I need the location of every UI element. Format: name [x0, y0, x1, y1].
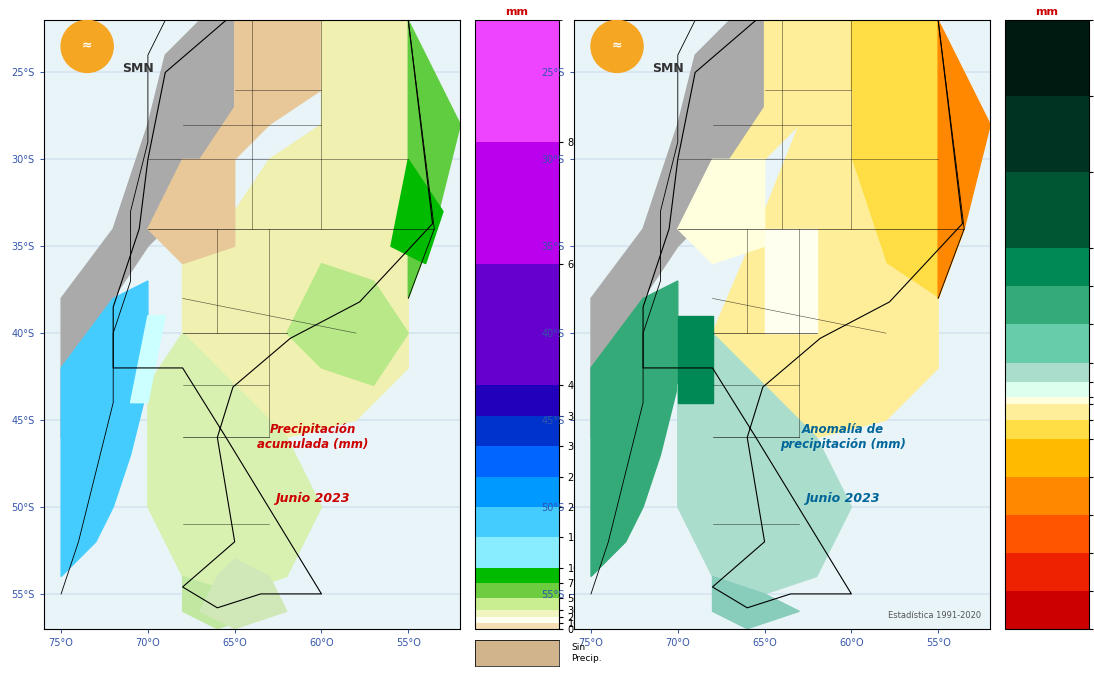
- Polygon shape: [183, 577, 269, 629]
- Polygon shape: [591, 20, 765, 437]
- Circle shape: [61, 20, 113, 72]
- Text: Sin
Precip.: Sin Precip.: [571, 644, 602, 662]
- Circle shape: [591, 20, 643, 72]
- Polygon shape: [408, 20, 461, 298]
- Text: ≈: ≈: [82, 40, 92, 53]
- Polygon shape: [678, 333, 851, 594]
- Text: SMN: SMN: [121, 62, 153, 76]
- Polygon shape: [148, 160, 235, 264]
- Polygon shape: [200, 20, 322, 160]
- Polygon shape: [61, 20, 235, 437]
- Polygon shape: [712, 577, 800, 629]
- Polygon shape: [322, 20, 434, 298]
- Text: ≈: ≈: [612, 40, 622, 53]
- Polygon shape: [200, 559, 287, 629]
- Polygon shape: [730, 20, 851, 160]
- Polygon shape: [183, 124, 408, 437]
- Polygon shape: [678, 160, 765, 264]
- Polygon shape: [287, 264, 408, 385]
- Polygon shape: [130, 316, 165, 403]
- Polygon shape: [148, 333, 322, 594]
- Polygon shape: [391, 160, 443, 264]
- Text: Junio 2023: Junio 2023: [805, 492, 880, 505]
- Title: mm: mm: [1035, 7, 1058, 17]
- Text: Anomalía de
precipitación (mm): Anomalía de precipitación (mm): [780, 423, 906, 452]
- Text: Precipitación
acumulada (mm): Precipitación acumulada (mm): [257, 423, 369, 452]
- Text: Junio 2023: Junio 2023: [276, 492, 350, 505]
- Polygon shape: [678, 316, 712, 403]
- Polygon shape: [851, 20, 964, 298]
- Polygon shape: [61, 281, 148, 577]
- Text: Estadística 1991-2020: Estadística 1991-2020: [888, 611, 981, 620]
- Polygon shape: [765, 229, 816, 333]
- Polygon shape: [939, 20, 990, 298]
- Polygon shape: [591, 281, 678, 577]
- Polygon shape: [712, 90, 939, 437]
- Text: SMN: SMN: [652, 62, 684, 76]
- Title: mm: mm: [505, 7, 528, 17]
